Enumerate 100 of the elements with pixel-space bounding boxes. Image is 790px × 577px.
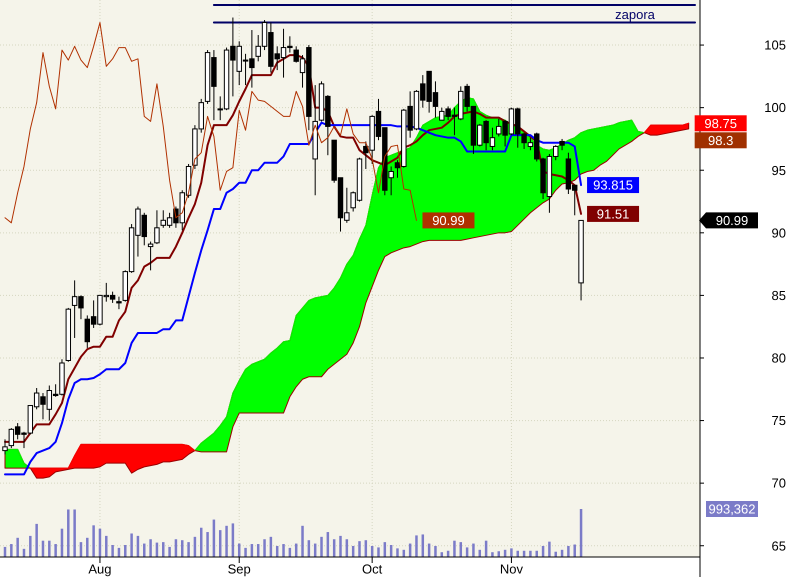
bar [118,548,120,557]
series-label: zapora [615,7,656,22]
bar [504,550,506,557]
y-tick-label: 80 [772,350,786,366]
bar [168,546,171,557]
x-tick-label: Aug [88,562,112,577]
bar [466,547,468,557]
line-series [4,22,417,224]
y-tick-label: 75 [772,413,786,428]
bar [377,547,380,557]
bar [396,548,399,557]
bar [181,540,184,557]
bar [580,509,582,557]
y-tick-label: 100 [764,100,786,116]
bar [111,545,114,557]
bar [60,528,64,557]
bar [326,532,330,557]
candlestick [2,438,8,455]
bar [428,544,430,557]
bar [263,539,266,557]
bar [364,540,368,557]
bar [22,548,26,557]
bar [339,536,342,557]
data-label: 90.99 [432,213,465,228]
bar [294,544,298,557]
bar [498,551,500,557]
bar [200,528,202,557]
bar [460,542,462,557]
bar [434,546,437,557]
bar [472,544,475,557]
bar [256,544,260,557]
bar [415,535,418,557]
bar [206,532,209,557]
text: 993,362 [708,502,756,517]
candlestick [148,241,154,271]
bar [92,525,95,557]
line-series [4,122,582,476]
data-label: 91.51 [596,206,630,222]
x-tick-label: Oct [362,562,383,577]
bar [270,536,272,557]
bar [244,548,247,557]
bar [67,509,70,557]
bar [276,546,278,557]
x-tick-label: Nov [500,562,524,577]
y-tick-label: 95 [772,162,786,178]
bar [346,539,348,557]
bar [352,546,354,557]
y-tick-label: 65 [772,538,786,554]
bar [136,536,140,557]
bar [156,542,158,557]
bar [42,540,44,557]
bar [174,539,178,557]
bar [225,526,228,557]
bar [35,524,38,557]
bar [232,523,234,557]
bar [510,548,513,557]
bar [80,542,82,557]
data-label: 98.75 [704,116,737,131]
candlestick [154,210,160,245]
candlestick [559,138,565,151]
bar [408,544,412,557]
bar [567,546,570,557]
y-tick-label: 85 [772,288,786,303]
bar [218,530,222,557]
bar [358,541,361,557]
text: 90.99 [716,213,748,228]
bar [332,539,336,557]
bar [48,540,51,557]
bar [282,544,285,557]
bar [124,545,127,557]
bar [370,546,374,557]
bar [16,538,19,557]
bar [212,520,216,557]
bar [453,540,456,557]
bar [548,542,551,557]
bar [542,546,544,557]
bar [314,544,316,557]
candlestick [116,296,122,310]
text: 98.3 [708,132,734,148]
bar [4,546,6,557]
bar [29,536,32,557]
bar [301,526,304,557]
bar [187,542,190,557]
bar [130,533,133,557]
data-label: 93.815 [593,178,633,193]
bar [320,536,323,557]
y-tick-label: 105 [764,38,786,53]
bar [238,544,240,557]
bar [10,544,13,557]
bar [162,542,165,557]
bar [250,544,254,557]
bar [98,528,102,557]
bar [86,538,89,557]
bar [54,544,57,557]
bar [440,552,444,557]
bar [288,548,292,557]
bar [554,552,557,557]
bar [484,540,488,557]
bar [422,534,424,557]
x-tick-label: Sep [228,562,251,577]
